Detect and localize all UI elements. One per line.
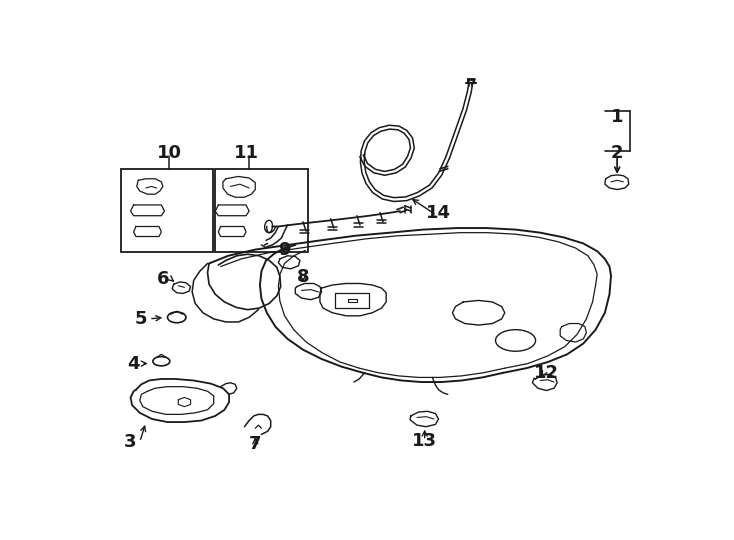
Bar (120, 168, 213, 252)
Text: 14: 14 (426, 204, 451, 221)
Text: 3: 3 (124, 433, 137, 451)
Text: 8: 8 (297, 267, 309, 286)
Text: 2: 2 (611, 144, 623, 163)
Text: 4: 4 (128, 355, 140, 373)
Text: 5: 5 (135, 310, 148, 328)
Text: 7: 7 (249, 435, 261, 453)
Text: 1: 1 (611, 108, 623, 126)
Text: 13: 13 (413, 431, 437, 450)
Bar (215, 168, 308, 252)
Text: 10: 10 (156, 144, 181, 163)
Text: 12: 12 (534, 364, 559, 382)
Text: 9: 9 (278, 241, 291, 259)
Text: 11: 11 (233, 144, 258, 163)
Text: 6: 6 (156, 270, 169, 288)
